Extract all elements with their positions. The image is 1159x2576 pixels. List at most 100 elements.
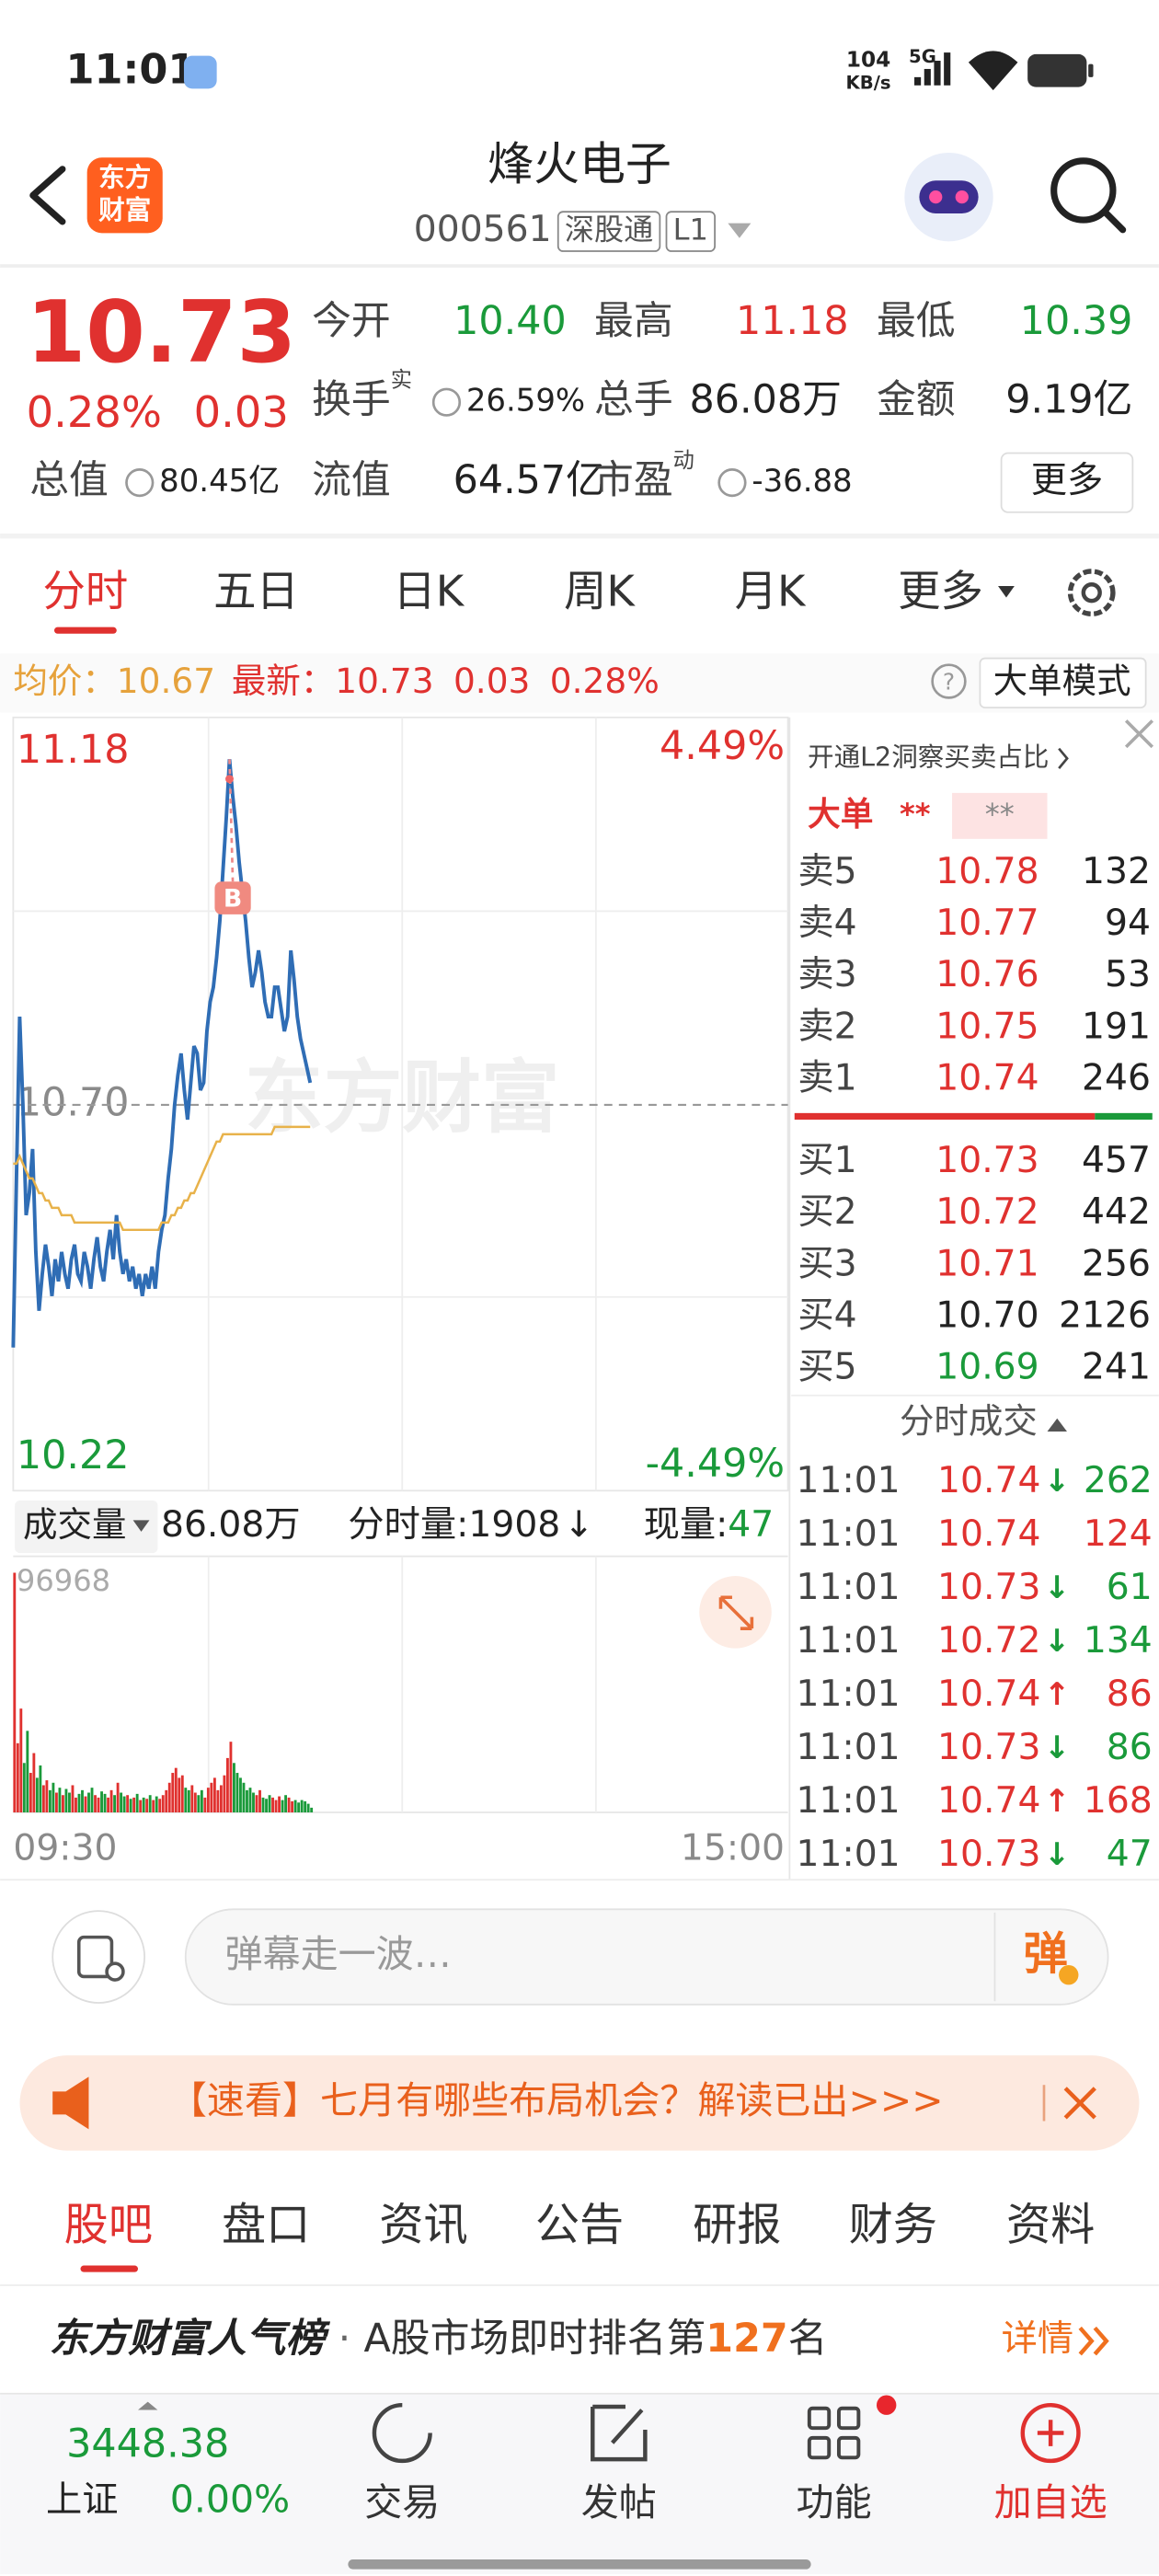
search-button[interactable] bbox=[1050, 157, 1117, 224]
content-tab[interactable]: 资讯 bbox=[379, 2199, 467, 2250]
book-level: 买4 bbox=[798, 1295, 856, 1337]
banner-text[interactable]: 【速看】七月有哪些布局机会？解读已出>>> bbox=[169, 2078, 944, 2122]
volume-bar bbox=[52, 1782, 55, 1813]
chart-tab[interactable]: 周K bbox=[564, 566, 636, 615]
comment-input[interactable] bbox=[184, 1908, 1109, 2006]
chart-tab[interactable]: 更多 bbox=[898, 566, 983, 615]
tab-dropdown bbox=[998, 586, 1015, 598]
trade-time: 11:01 bbox=[797, 1727, 901, 1768]
info-icon[interactable] bbox=[431, 387, 462, 417]
volume-bar bbox=[71, 1785, 75, 1813]
more-button[interactable] bbox=[1000, 452, 1134, 513]
signal-bar bbox=[934, 61, 941, 86]
volume-selector[interactable] bbox=[15, 1500, 158, 1554]
content-tab[interactable]: 盘口 bbox=[222, 2199, 310, 2250]
logo-text: 财富 bbox=[98, 194, 151, 225]
content-tab[interactable]: 研报 bbox=[693, 2199, 781, 2250]
volume-bar bbox=[145, 1799, 149, 1813]
assistant-eye bbox=[929, 190, 943, 204]
ranking-link[interactable]: 详情 bbox=[1002, 2318, 1074, 2360]
peak-dot bbox=[225, 775, 234, 784]
trade-price: 10.73 bbox=[937, 1727, 1040, 1768]
book-level: 买3 bbox=[798, 1243, 856, 1284]
field-value: 10.39 bbox=[1020, 298, 1133, 344]
ranking-text: A股市场即时排名第 bbox=[363, 2316, 706, 2362]
volume-bar bbox=[19, 1708, 23, 1813]
stock-name: 烽火电子 bbox=[488, 138, 671, 191]
nav-icon bbox=[1037, 2420, 1064, 2446]
field-value: 64.57亿 bbox=[453, 457, 605, 503]
field-value: 86.08万 bbox=[690, 377, 842, 423]
danmaku-badge bbox=[1059, 1964, 1079, 1985]
volume-bar bbox=[284, 1795, 288, 1813]
volume-bar bbox=[171, 1773, 175, 1813]
trade-time: 11:01 bbox=[797, 1513, 901, 1555]
section-gap bbox=[0, 533, 1159, 539]
volume-bar bbox=[48, 1789, 52, 1813]
nav-item[interactable]: 加自选 bbox=[994, 2480, 1107, 2524]
help-icon[interactable] bbox=[931, 663, 967, 699]
big-order-value: ** bbox=[985, 797, 1015, 832]
volume-bar bbox=[180, 1775, 184, 1813]
book-price: 10.70 bbox=[935, 1295, 1039, 1337]
signal-bar bbox=[944, 52, 951, 86]
assistant-eye bbox=[955, 190, 969, 204]
volume-bar bbox=[90, 1788, 94, 1813]
home-indicator bbox=[348, 2559, 811, 2570]
banner-close[interactable] bbox=[1063, 2087, 1096, 2120]
chart-tab[interactable]: 日K bbox=[393, 566, 465, 615]
nav-item[interactable]: 发帖 bbox=[581, 2480, 657, 2524]
close-button[interactable] bbox=[1124, 719, 1154, 749]
mode-button-label[interactable]: 大单模式 bbox=[993, 661, 1131, 701]
trade-direction: ↑ bbox=[1044, 1783, 1070, 1819]
volume-bar bbox=[246, 1789, 248, 1813]
info-icon[interactable] bbox=[125, 468, 155, 498]
trade-volume: 124 bbox=[1084, 1513, 1153, 1555]
volume-bar bbox=[107, 1797, 109, 1813]
banner[interactable] bbox=[19, 2055, 1140, 2151]
trade-direction: ↑ bbox=[1044, 1676, 1070, 1712]
volume-bar bbox=[139, 1800, 143, 1813]
chart-tab[interactable]: 五日 bbox=[213, 566, 299, 615]
field-value: 9.19亿 bbox=[1005, 377, 1132, 423]
volume-bar bbox=[35, 1777, 39, 1813]
comment-settings-button[interactable] bbox=[52, 1910, 146, 2004]
dropdown-arrow[interactable] bbox=[728, 223, 752, 238]
volume-bar bbox=[120, 1792, 123, 1813]
volume-bar bbox=[223, 1775, 226, 1813]
trade-volume: 262 bbox=[1084, 1460, 1153, 1501]
volume-bar bbox=[216, 1789, 220, 1813]
chart-tab[interactable]: 月K bbox=[735, 566, 807, 615]
more-button-label[interactable]: 更多 bbox=[1031, 460, 1104, 501]
mode-button[interactable] bbox=[979, 657, 1147, 708]
field-value: 11.18 bbox=[736, 298, 849, 344]
app-icon bbox=[183, 55, 217, 89]
back-button[interactable] bbox=[29, 166, 66, 225]
nav-item[interactable]: 功能 bbox=[797, 2480, 872, 2524]
content-tab[interactable]: 资料 bbox=[1006, 2199, 1095, 2250]
volume-bar bbox=[190, 1785, 194, 1813]
volume-bar bbox=[297, 1802, 301, 1813]
chart-tab[interactable]: 分时 bbox=[43, 566, 129, 615]
settings-button[interactable] bbox=[1067, 569, 1116, 617]
content-tab[interactable]: 公告 bbox=[535, 2199, 624, 2250]
volume-bar bbox=[152, 1800, 155, 1813]
content-tab[interactable]: 股吧 bbox=[64, 2199, 153, 2250]
book-level: 卖3 bbox=[798, 954, 856, 995]
volume-bar bbox=[212, 1777, 216, 1813]
search-handle bbox=[1101, 208, 1127, 234]
content-tab[interactable]: 财务 bbox=[849, 2199, 937, 2250]
volume-bar bbox=[81, 1789, 84, 1813]
nav-item[interactable]: 交易 bbox=[364, 2480, 440, 2524]
volume-label: 成交量 bbox=[23, 1504, 126, 1545]
trade-volume: 86 bbox=[1107, 1673, 1153, 1715]
buy-marker[interactable] bbox=[214, 881, 251, 914]
book-volume: 246 bbox=[1082, 1058, 1151, 1099]
info-icon[interactable] bbox=[717, 468, 747, 498]
index-value[interactable]: 3448.38 bbox=[66, 2421, 229, 2467]
l2-link[interactable]: 开通L2洞察买卖占比 bbox=[808, 741, 1049, 772]
volume-bar bbox=[200, 1789, 203, 1813]
field-value: 80.45亿 bbox=[159, 463, 280, 499]
nav-icon bbox=[807, 2435, 832, 2460]
book-price: 10.73 bbox=[935, 1140, 1039, 1181]
